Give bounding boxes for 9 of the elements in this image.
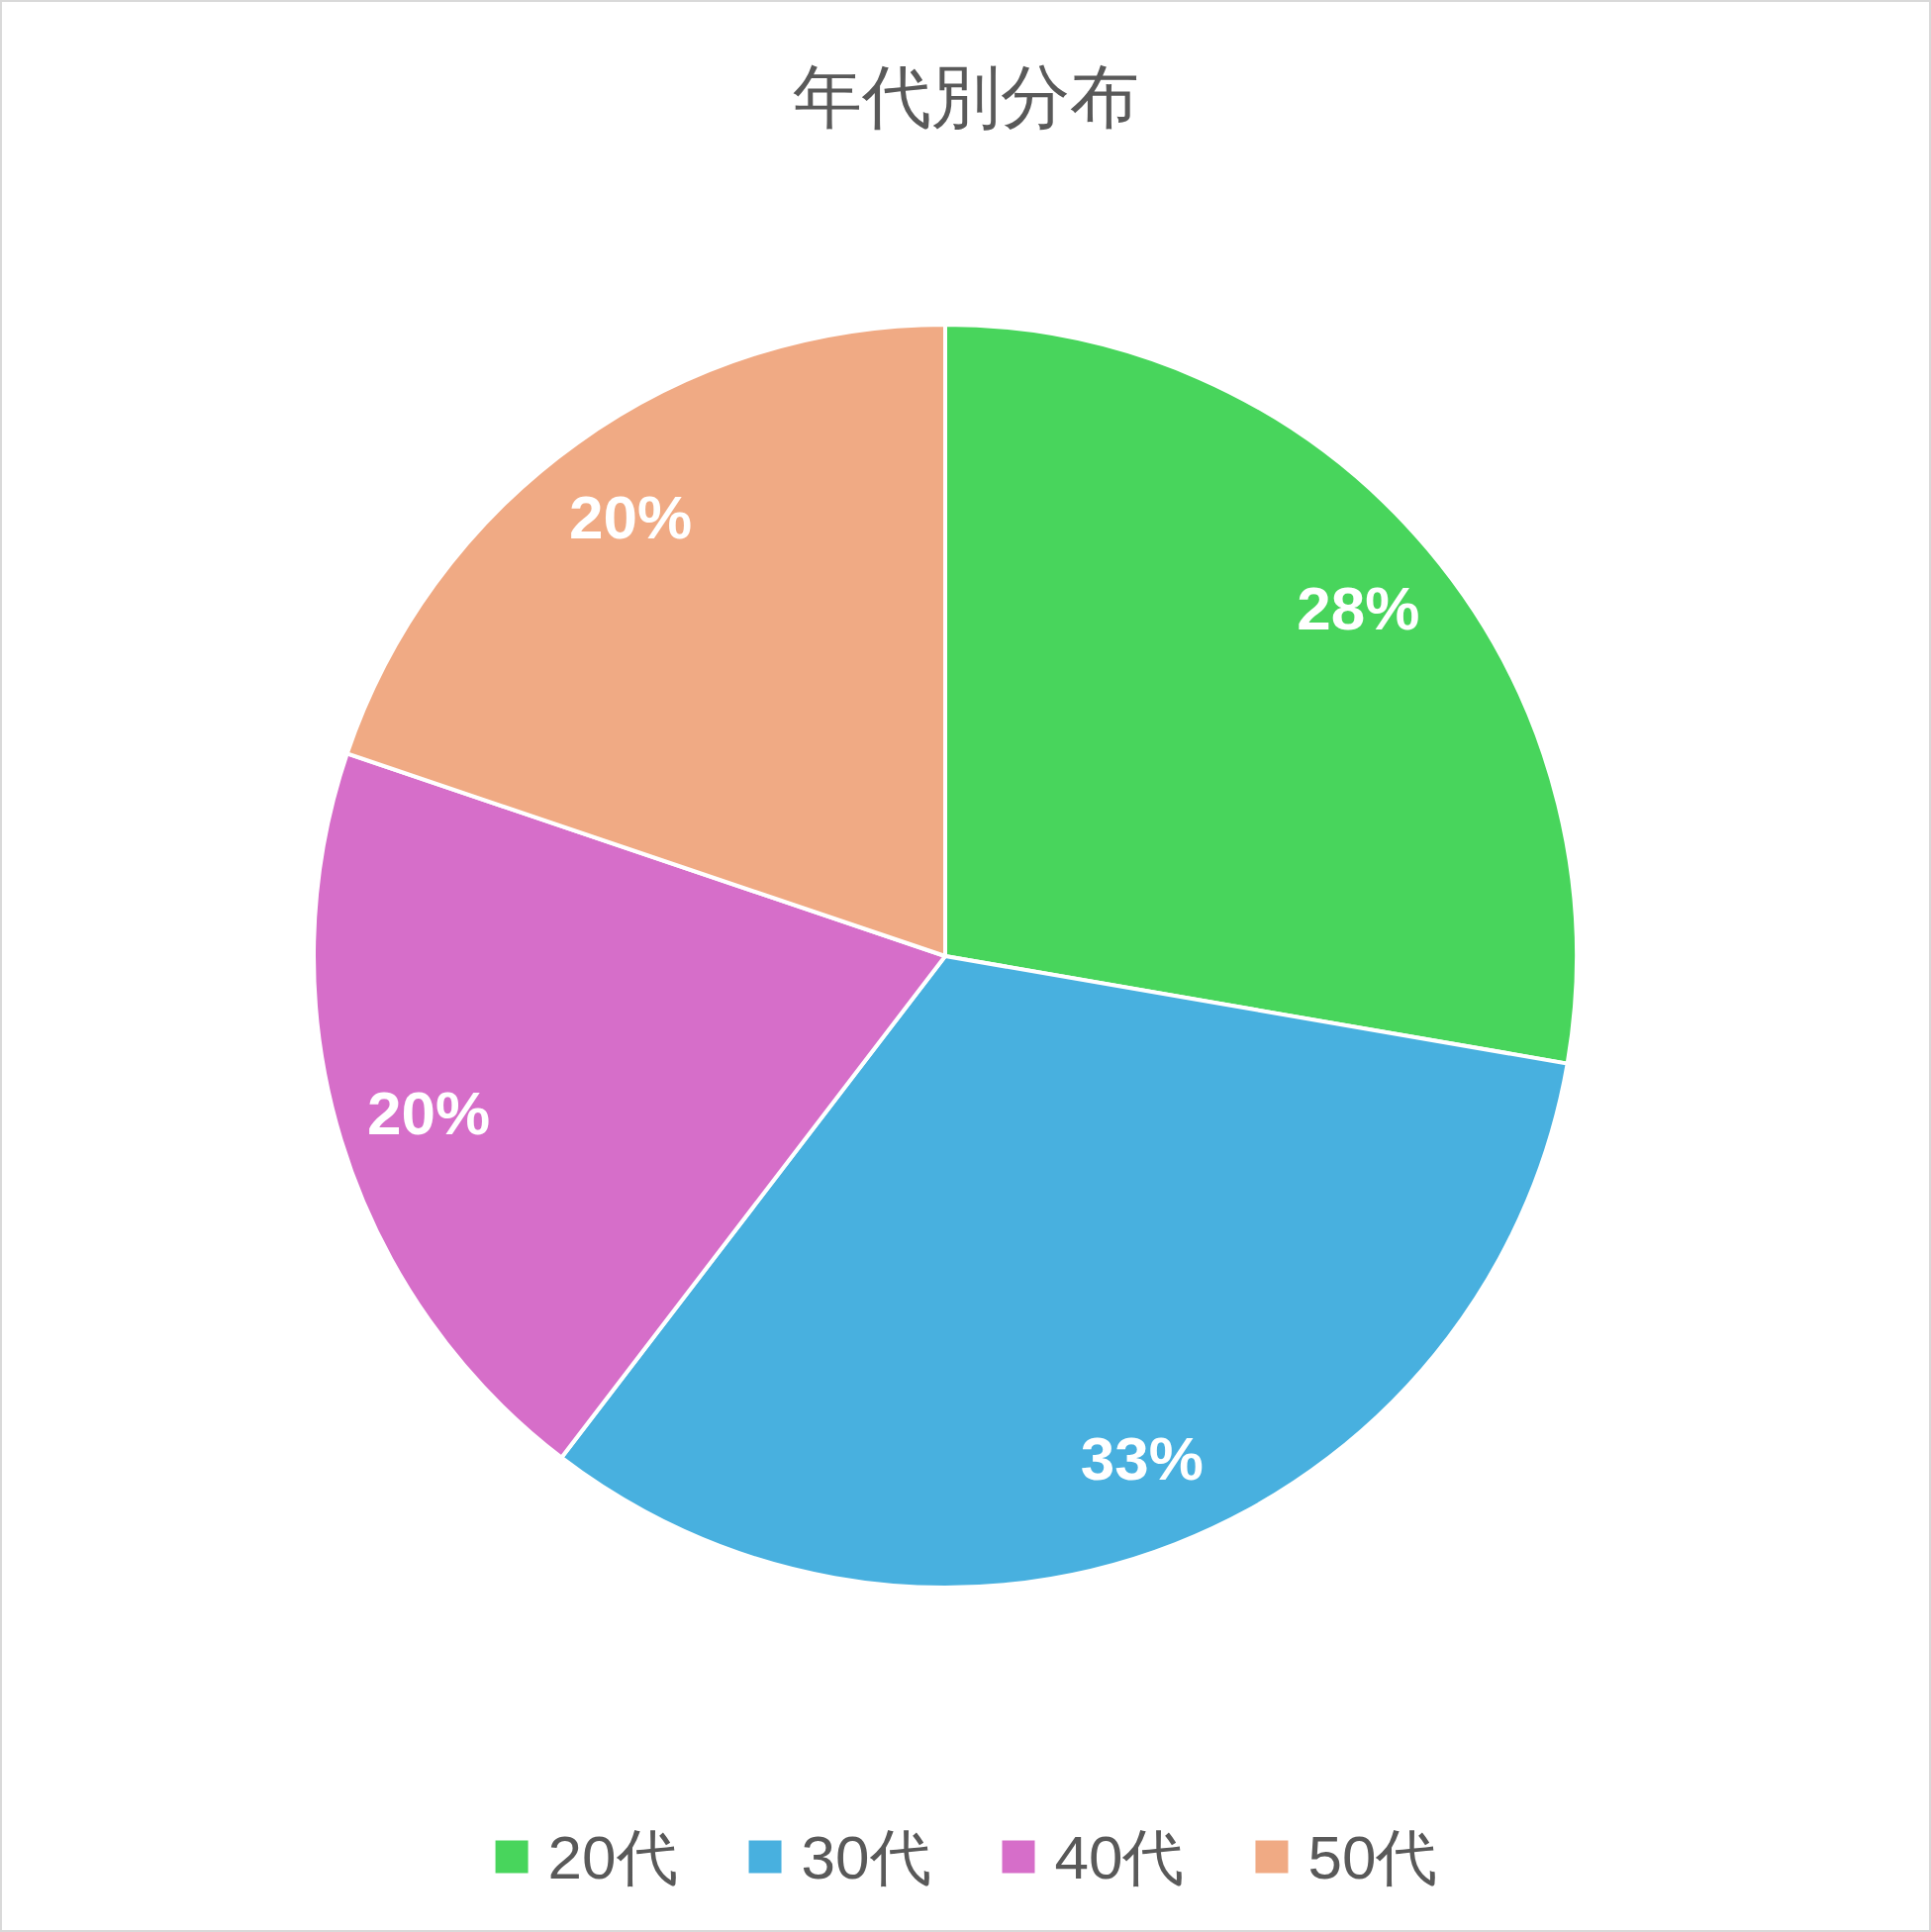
legend-label: 40代 bbox=[1054, 1822, 1185, 1891]
legend-label: 20代 bbox=[547, 1822, 678, 1891]
chart-title: 年代別分布 bbox=[792, 58, 1139, 136]
data-label: 20% bbox=[569, 483, 693, 552]
data-label: 33% bbox=[1080, 1424, 1204, 1494]
data-label: 28% bbox=[1297, 574, 1420, 643]
data-label: 20% bbox=[367, 1079, 491, 1148]
legend-label: 30代 bbox=[801, 1822, 931, 1891]
legend-label: 50代 bbox=[1307, 1822, 1438, 1891]
